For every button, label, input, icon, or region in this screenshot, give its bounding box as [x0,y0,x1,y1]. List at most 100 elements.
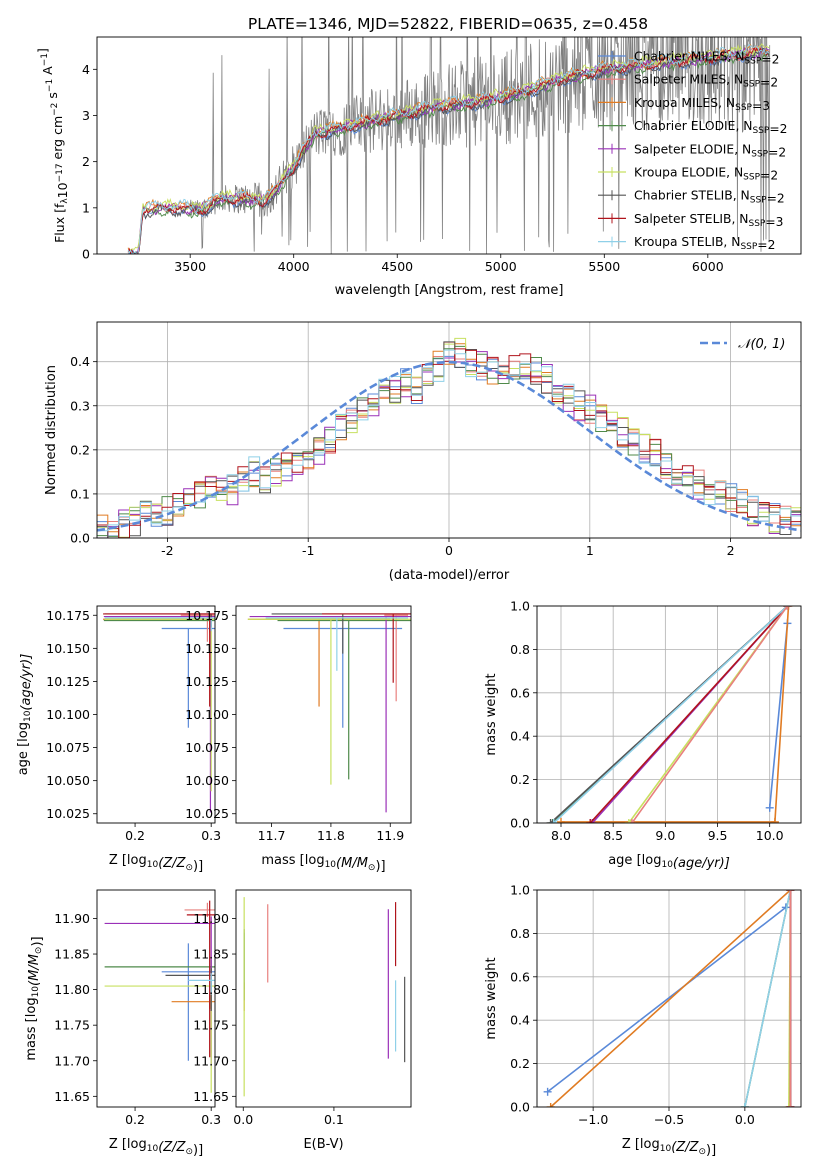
mass-vs-ebv-x-label: E(B-V) [303,1137,343,1152]
y-tick-label: 10.050 [185,773,229,788]
mass-weight-line [553,606,788,823]
model-spectrum [127,43,770,254]
x-tick-label: 1 [586,543,594,558]
spectrum-y-label: Flux [fλ10−17 erg cm−2 s−1 A−1] [35,48,70,243]
x-tick-label: 11.8 [317,828,345,843]
age-vs-Z-y-label: age [log10(age/yr)] [16,654,34,776]
y-tick-label: 11.85 [54,947,90,962]
plus-marker [784,606,793,610]
y-tick-label: 2 [82,154,90,169]
y-tick-label: 0.2 [510,1056,530,1071]
y-tick-label: 10.025 [46,806,90,821]
x-tick-label: -1 [302,543,314,558]
errorbar-point [103,613,215,707]
errorbar-point [247,618,391,707]
spectrum-plot-area [127,37,771,254]
y-tick-label: 10.100 [185,707,229,722]
x-tick-label: 0.0 [735,1112,755,1127]
plus-marker [546,1103,555,1107]
x-tick-label: 0.2 [125,1112,145,1127]
mass-vs-ebv-axes: 0.0 0.1 11.65 11.70 11.75 11.80 11.85 11.90 [193,911,344,1127]
errorbar-point [104,617,215,632]
mass-vs-Z-y-label: mass [log10(M/M⊙)] [24,936,45,1060]
errorbar-point [186,900,215,1058]
errorbar-point [277,619,411,780]
plus-marker [770,817,779,823]
x-tick-label: 10.0 [756,828,784,843]
errorbar-point [249,615,411,813]
x-tick-label: -2 [161,543,173,558]
figure-title: PLATE=1346, MJD=52822, FIBERID=0635, z=0… [248,15,648,33]
age-vs-mass-axes: 11.7 11.8 11.9 10.025 10.050 10.075 10.100 10.1… [185,608,404,843]
y-tick-label: 0.4 [70,354,90,369]
y-tick-label: 0.8 [510,926,530,941]
age-vs-Z-frame [96,605,216,824]
mass-weight-line [744,890,792,1107]
mass-weight-line [547,906,787,1093]
mass-weight-vs-age-frame [536,605,802,824]
x-tick-label: 11.9 [376,828,404,843]
x-tick-label: 6000 [692,259,724,274]
x-tick-label: 2 [727,543,735,558]
y-tick-label: 1 [82,200,90,215]
legend-label: Kroupa STELIB, NSSP=2 [634,235,775,252]
y-tick-label: 0.6 [510,969,530,984]
legend-label: Chabrier MILES, NSSP=2 [634,50,779,67]
y-tick-label: 0.4 [510,1013,530,1028]
residuals-plot-area [97,337,801,538]
mass-vs-ebv-frame [235,889,412,1108]
errorbar-point [103,615,215,813]
y-tick-label: 10.150 [185,641,229,656]
legend-label: Chabrier STELIB, NSSP=2 [634,189,785,206]
x-tick-label: 0.1 [324,1112,344,1127]
plus-marker [786,890,795,894]
y-tick-label: 11.65 [193,1089,229,1104]
mass-vs-Z-plot-area [104,900,215,1093]
y-tick-label: 11.85 [193,947,229,962]
errorbar-point [188,973,215,995]
errorbar-point [265,617,409,671]
plus-marker [784,1103,793,1107]
x-tick-label: 4000 [278,259,310,274]
mass-weight-vs-Z-y-label: mass weight [484,957,499,1039]
age-vs-Z-x-label: Z [log10(Z/Z⊙)] [109,853,203,874]
age-vs-mass-plot-area [247,613,411,813]
normal-curve [97,360,801,532]
x-tick-label: −1.0 [578,1112,608,1127]
x-tick-label: 5500 [588,259,620,274]
mass-weight-line [589,606,788,823]
plus-marker [543,1087,552,1096]
plus-marker [627,819,636,823]
legend-label: Chabrier ELODIE, NSSP=2 [634,119,787,136]
plus-marker [557,817,565,823]
y-tick-label: 0.4 [510,729,530,744]
age-vs-Z-plot-area [103,613,215,813]
y-tick-label: 1.0 [510,599,530,614]
y-tick-label: 11.80 [54,982,90,997]
y-tick-label: 10.125 [185,674,229,689]
y-tick-label: 11.70 [54,1053,90,1068]
residuals-y-label: Normed distribution [44,365,59,495]
y-tick-label: 10.100 [46,707,90,722]
legend-label: 𝒩(0, 1) [738,337,785,352]
spectrum-axes: 3500 4000 4500 5000 5500 6000 0 1 2 3 4 [82,62,724,274]
age-vs-mass-frame [235,605,412,824]
x-tick-label: 0.3 [201,828,221,843]
mass-weight-vs-Z-x-label: Z [log10(Z/Z⊙)] [622,1137,716,1158]
x-tick-label: 5000 [485,259,517,274]
errorbar-point [271,613,411,654]
residuals-x-label: (data-model)/error [389,568,510,583]
plus-marker [624,819,633,823]
errorbar-point [322,613,411,683]
y-tick-label: 11.65 [54,1089,90,1104]
mass-vs-ebv-plot-area [243,897,406,1097]
y-tick-label: 0.2 [70,442,90,457]
age-vs-mass-x-label: mass [log10(M/M⊙)] [261,853,385,874]
y-tick-label: 10.175 [185,608,229,623]
y-tick-label: 0 [82,247,90,262]
y-tick-label: 0.0 [510,816,530,831]
y-tick-label: 11.75 [193,1018,229,1033]
spectrum-legend: Chabrier MILES, NSSP=2 Salpeter MILES, NS… [598,50,787,252]
y-tick-label: 11.80 [193,982,229,997]
y-tick-label: 0.2 [510,772,530,787]
